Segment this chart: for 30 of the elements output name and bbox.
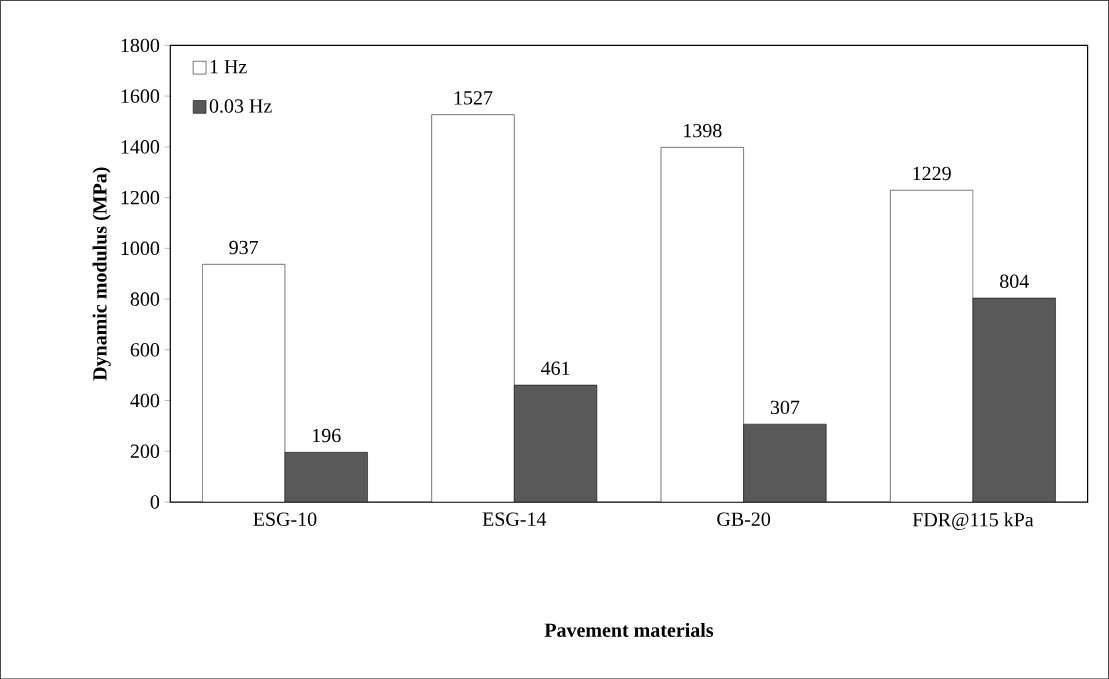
data-label: 196 [313, 428, 341, 443]
y-tick-label: 1400 [121, 139, 160, 154]
y-axis-title: Dynamic modulus (MPa) [92, 167, 111, 381]
data-label: 307 [770, 400, 800, 414]
y-tick-label: 1200 [121, 190, 160, 205]
bar [284, 451, 368, 502]
x-tick-label: ESG-14 [482, 512, 547, 526]
y-tick-label: 600 [130, 342, 160, 357]
data-label: 804 [1000, 274, 1029, 288]
data-label: 461 [540, 361, 570, 375]
y-tick-label: 400 [130, 393, 160, 408]
y-tick-label: 1600 [121, 89, 160, 103]
legend-label: 1 Hz [210, 59, 247, 74]
y-tick-label: 800 [130, 292, 160, 306]
data-label: 1398 [684, 123, 722, 138]
x-tick-label: GB-20 [717, 512, 771, 526]
bar [972, 297, 1056, 502]
data-label: 1527 [454, 91, 493, 105]
x-tick-label: ESG-10 [253, 512, 317, 526]
legend-label: 0.03 Hz [209, 99, 272, 113]
y-tick-label: 1800 [121, 38, 160, 52]
bar [514, 384, 598, 502]
x-axis-title: Pavement materials [544, 622, 714, 637]
bar [743, 423, 827, 502]
data-label: 1229 [913, 166, 951, 181]
y-tick-label: 1000 [121, 241, 160, 255]
data-label: 937 [229, 240, 259, 255]
x-tick-label: FDR@115 kPa [912, 512, 1034, 530]
y-tick-label: 0 [150, 495, 160, 509]
y-tick-label: 200 [130, 444, 160, 458]
